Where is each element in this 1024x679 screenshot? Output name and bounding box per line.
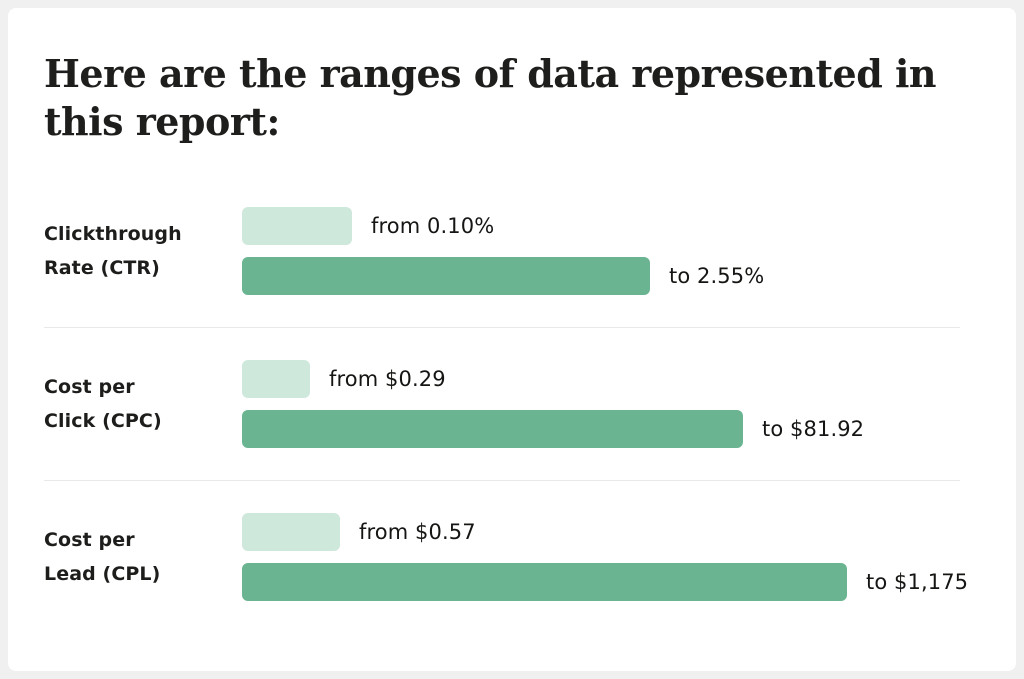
metric-label-line1: Clickthrough <box>44 223 182 245</box>
metric-label-line1: Cost per <box>44 376 135 398</box>
from-bar-line: from 0.10% <box>242 207 960 245</box>
from-value: from $0.57 <box>359 520 476 544</box>
to-value: to $1,175 <box>866 570 969 594</box>
metric-label-cpc: Cost per Click (CPC) <box>44 370 242 438</box>
metric-row-cpl: Cost per Lead (CPL) from $0.57 to $1,175 <box>44 513 968 601</box>
metric-bars-ctr: from 0.10% to 2.55% <box>242 207 960 295</box>
from-bar <box>242 360 310 398</box>
metric-label-line1: Cost per <box>44 529 135 551</box>
to-bar <box>242 410 743 448</box>
to-bar <box>242 257 650 295</box>
metric-row-ctr: Clickthrough Rate (CTR) from 0.10% to 2.… <box>44 207 960 295</box>
to-value: to 2.55% <box>669 264 765 288</box>
from-bar-line: from $0.29 <box>242 360 960 398</box>
from-value: from 0.10% <box>371 214 495 238</box>
from-value: from $0.29 <box>329 367 446 391</box>
from-bar <box>242 207 352 245</box>
to-value: to $81.92 <box>762 417 865 441</box>
metric-label-line2: Lead (CPL) <box>44 563 161 585</box>
row-divider <box>44 327 960 328</box>
metric-row-cpc: Cost per Click (CPC) from $0.29 to $81.9… <box>44 360 960 448</box>
metric-bars-cpc: from $0.29 to $81.92 <box>242 360 960 448</box>
to-bar-line: to 2.55% <box>242 257 960 295</box>
metric-label-line2: Rate (CTR) <box>44 257 160 279</box>
to-bar <box>242 563 847 601</box>
metric-label-ctr: Clickthrough Rate (CTR) <box>44 217 242 285</box>
metric-bars-cpl: from $0.57 to $1,175 <box>242 513 968 601</box>
from-bar <box>242 513 340 551</box>
row-divider <box>44 480 960 481</box>
page-title: Here are the ranges of data represented … <box>44 51 937 144</box>
to-bar-line: to $1,175 <box>242 563 968 601</box>
report-card: Here are the ranges of data represented … <box>8 8 1016 671</box>
metric-label-line2: Click (CPC) <box>44 410 162 432</box>
from-bar-line: from $0.57 <box>242 513 968 551</box>
to-bar-line: to $81.92 <box>242 410 960 448</box>
metric-label-cpl: Cost per Lead (CPL) <box>44 523 242 591</box>
